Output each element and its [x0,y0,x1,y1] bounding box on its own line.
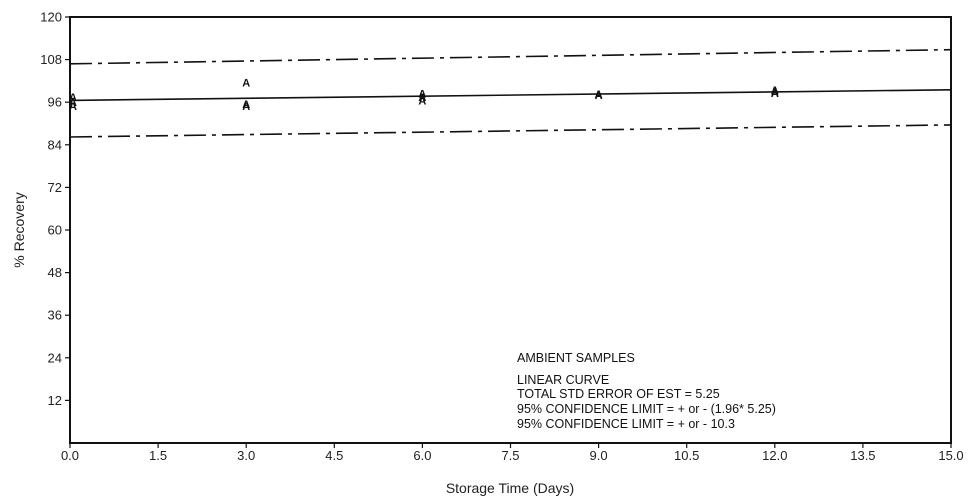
plot-frame [69,16,952,444]
data-point: A [771,87,779,99]
x-tick-label: 13.5 [850,448,875,463]
y-tick-label: 96 [48,95,62,110]
y-tick-label: 48 [48,265,62,280]
annotation-curve-type: LINEAR CURVE [517,373,609,387]
data-point: A [418,92,426,104]
data-point: A [69,101,77,113]
x-tick-label: 15.0 [938,448,963,463]
data-point: A [242,101,250,113]
y-tick-label: 36 [48,308,62,323]
data-point: A [418,88,426,100]
x-tick-label: 10.5 [674,448,699,463]
x-axis-title: Storage Time (Days) [446,480,574,496]
data-point: A [771,88,779,100]
y-tick-label: 24 [48,350,62,365]
data-point: A [242,78,250,90]
data-point: A [418,95,426,107]
x-tick-label: 9.0 [590,448,608,463]
annotation-confidence-value: 95% CONFIDENCE LIMIT = + or - 10.3 [517,417,735,431]
y-axis-ticks: 12 24 36 48 60 72 84 96 108 120 [40,10,70,408]
x-tick-label: 7.5 [501,448,519,463]
x-tick-label: 1.5 [149,448,167,463]
annotation-box: AMBIENT SAMPLES LINEAR CURVE TOTAL STD E… [517,351,776,431]
x-tick-label: 12.0 [762,448,787,463]
regression-line [69,88,952,102]
x-tick-label: 6.0 [413,448,431,463]
x-tick-label: 0.0 [61,448,79,463]
data-point: A [69,92,77,104]
annotation-sample-type: AMBIENT SAMPLES [517,351,635,365]
y-tick-label: 12 [48,393,62,408]
x-tick-label: 3.0 [237,448,255,463]
y-tick-label: 120 [40,10,62,25]
y-tick-label: 108 [40,52,62,67]
data-point: A [595,89,603,101]
y-tick-label: 72 [48,180,62,195]
y-axis-title: % Recovery [11,192,27,267]
data-point: A [242,99,250,111]
annotation-confidence-formula: 95% CONFIDENCE LIMIT = + or - (1.96* 5.2… [517,402,776,416]
lower-confidence-line [69,124,952,138]
y-tick-label: 84 [48,137,62,152]
x-axis-ticks: 0.0 1.5 3.0 4.5 6.0 7.5 9.0 10.5 12.0 13.5 15.0 [61,443,964,463]
data-point: A [69,97,77,109]
y-tick-label: 60 [48,223,62,238]
data-point: A [771,85,779,97]
confidence-limit-lines [69,48,952,138]
annotation-std-error: TOTAL STD ERROR OF EST = 5.25 [517,387,720,401]
x-tick-label: 4.5 [325,448,343,463]
data-point: A [595,90,603,102]
upper-confidence-line [69,48,952,65]
